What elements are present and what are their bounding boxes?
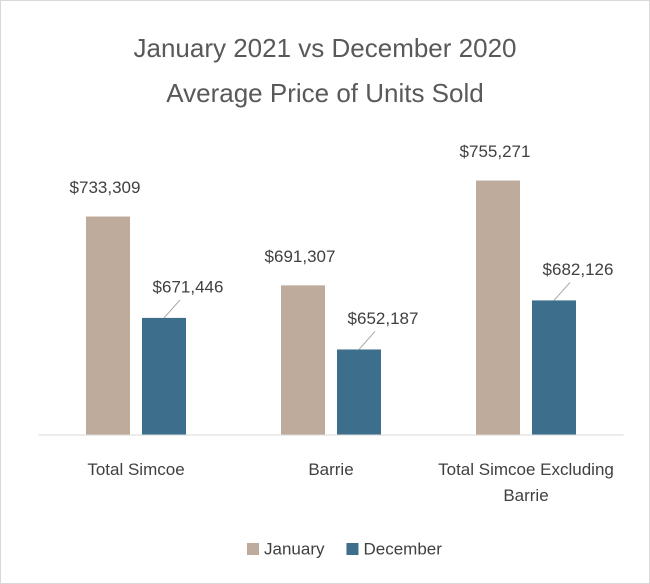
bar xyxy=(281,285,325,435)
data-label: $682,126 xyxy=(543,260,614,279)
data-label: $755,271 xyxy=(460,142,531,161)
legend-label: January xyxy=(264,539,325,558)
x-tick-label: Total Simcoe xyxy=(87,460,185,479)
data-label: $652,187 xyxy=(348,309,419,328)
chart-title: January 2021 vs December 2020 xyxy=(133,33,516,63)
bar xyxy=(86,216,130,435)
bar xyxy=(532,300,576,435)
data-label: $671,446 xyxy=(153,277,224,296)
data-label: $733,309 xyxy=(70,178,141,197)
leader-line xyxy=(358,331,376,350)
legend-label: December xyxy=(363,539,442,558)
x-tick-label: Total Simcoe Excluding Barrie xyxy=(438,460,614,505)
leader-line xyxy=(553,282,571,301)
chart-subtitle: Average Price of Units Sold xyxy=(166,78,483,108)
x-tick-label: Barrie xyxy=(308,460,354,479)
legend-swatch xyxy=(346,543,359,555)
data-label: $691,307 xyxy=(265,247,336,266)
bar xyxy=(142,317,186,435)
bar xyxy=(337,349,381,435)
legend-swatch xyxy=(247,543,259,555)
bar xyxy=(476,180,520,435)
leader-line xyxy=(163,299,181,319)
